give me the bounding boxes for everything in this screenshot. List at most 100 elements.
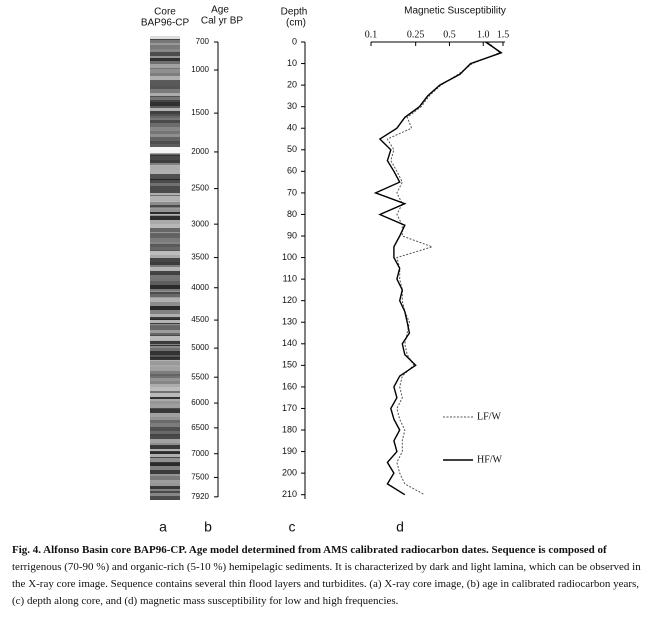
core-lamina [150, 401, 180, 404]
depth-tick-label: 140 [282, 338, 297, 348]
core-lamina [150, 434, 180, 436]
core-lamina [150, 391, 180, 393]
core-lamina [150, 45, 180, 49]
core-lamina [150, 165, 180, 166]
core-lamina [150, 273, 180, 275]
depth-tick-label: 120 [282, 295, 297, 305]
caption-text: terrigenous (70-90 %) and organic-rich (… [12, 561, 641, 607]
core-lamina [150, 360, 180, 361]
core-lamina [150, 486, 180, 489]
core-lamina [150, 285, 180, 289]
core-lamina [150, 493, 180, 496]
age-tick-label: 5000 [191, 343, 209, 352]
core-lamina [150, 250, 180, 251]
core-lamina [150, 470, 180, 474]
depth-tick-label: 50 [287, 144, 297, 154]
core-lamina [150, 480, 180, 483]
core-lamina [150, 306, 180, 310]
core-image [150, 36, 180, 500]
core-lamina [150, 163, 180, 165]
core-lamina [150, 43, 180, 45]
core-lamina [150, 197, 180, 200]
figure-panels: Core BAP96-CP Age Cal yr BP Depth (cm) M… [141, 5, 509, 535]
legend-label: LF/W [477, 411, 501, 422]
age-title: Age [211, 5, 229, 16]
depth-tick-label: 130 [282, 317, 297, 327]
core-lamina [150, 381, 180, 384]
core-lamina [150, 61, 180, 64]
core-lamina [150, 102, 180, 106]
core-lamina [150, 216, 180, 220]
core-lamina [150, 255, 180, 258]
core-lamina [150, 397, 180, 399]
series-line [373, 41, 503, 496]
core-lamina [150, 457, 180, 458]
core-lamina [150, 123, 180, 127]
core-lamina [150, 56, 180, 58]
core-lamina [150, 458, 180, 462]
core-lamina [150, 114, 180, 116]
core-lamina [150, 420, 180, 423]
core-lamina [150, 439, 180, 443]
core-lamina [150, 431, 180, 434]
core-lamina [150, 376, 180, 378]
core-lamina [150, 118, 180, 120]
depth-tick-label: 100 [282, 252, 297, 262]
core-lamina [150, 120, 180, 123]
depth-tick-label: 180 [282, 424, 297, 434]
core-lamina [150, 93, 180, 96]
core-lamina [150, 271, 180, 273]
core-lamina [150, 237, 180, 238]
core-lamina [150, 278, 180, 281]
panel-letter: a [159, 519, 167, 535]
age-tick-label: 2500 [191, 184, 209, 193]
core-lamina [150, 224, 180, 228]
core-lamina [150, 489, 180, 490]
age-tick-label: 2000 [191, 147, 209, 156]
core-lamina [150, 149, 180, 153]
age-tick-label: 7500 [191, 473, 209, 482]
core-lamina [150, 348, 180, 351]
core-lamina [150, 209, 180, 212]
core-lamina [150, 80, 180, 82]
core-lamina [150, 341, 180, 344]
core-lamina [150, 193, 180, 195]
age-tick-label: 3000 [191, 219, 209, 228]
core-lamina [150, 141, 180, 144]
core-lamina [150, 160, 180, 163]
core-lamina [150, 474, 180, 476]
core-lamina [150, 87, 180, 89]
panel-letter: d [396, 519, 404, 535]
core-lamina [150, 178, 180, 179]
core-lamina [150, 100, 180, 102]
core-lamina [150, 244, 180, 247]
core-lamina [150, 202, 180, 205]
age-tick-label: 1500 [191, 108, 209, 117]
core-lamina [150, 320, 180, 323]
core-lamina [150, 491, 180, 493]
core-lamina [150, 134, 180, 137]
core-lamina [150, 262, 180, 265]
age-tick-label: 4500 [191, 315, 209, 324]
core-lamina [150, 131, 180, 134]
depth-tick-label: 10 [287, 58, 297, 68]
core-lamina [150, 153, 180, 154]
core-lamina [150, 399, 180, 401]
core-lamina [150, 200, 180, 201]
core-lamina [150, 384, 180, 387]
core-lamina [150, 52, 180, 56]
core-lamina [150, 170, 180, 174]
core-lamina [150, 346, 180, 348]
core-lamina [150, 490, 180, 491]
core-lamina [150, 319, 180, 320]
core-lamina [150, 82, 180, 86]
core-lamina [150, 361, 180, 365]
panel-letter: b [204, 519, 212, 535]
core-lamina [150, 374, 180, 376]
core-lamina [150, 275, 180, 278]
core-lamina [150, 73, 180, 76]
core-lamina [150, 179, 180, 180]
core-top [150, 36, 180, 39]
core-lamina [150, 417, 180, 420]
core-lamina [150, 64, 180, 68]
